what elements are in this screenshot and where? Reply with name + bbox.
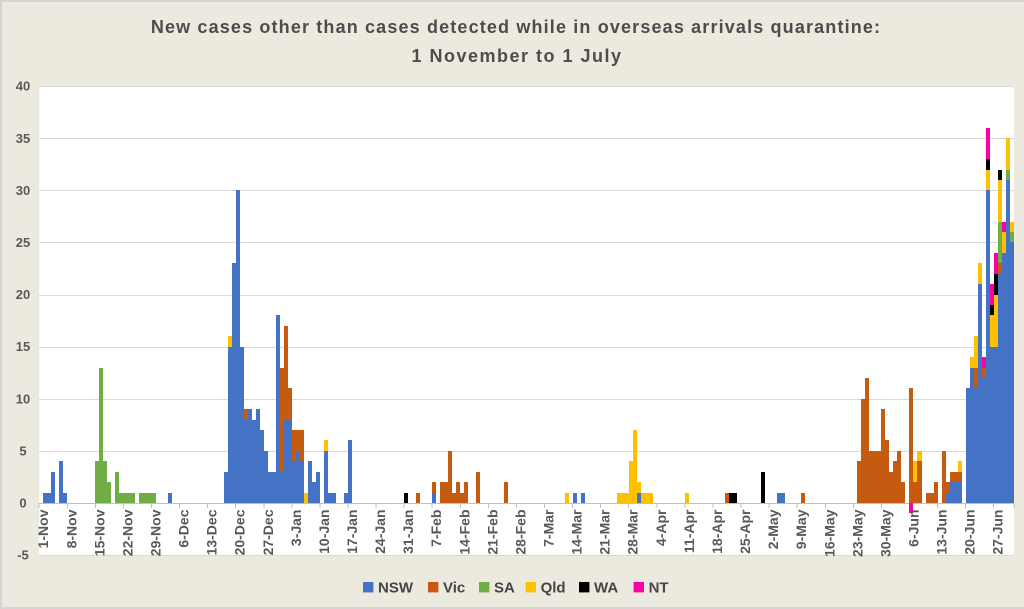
svg-text:WA: WA	[594, 580, 618, 597]
svg-text:NT: NT	[649, 580, 669, 597]
svg-text:0: 0	[19, 496, 26, 511]
svg-text:23-May: 23-May	[849, 509, 865, 557]
svg-text:15: 15	[16, 339, 30, 354]
svg-text:14-Mar: 14-Mar	[569, 509, 585, 555]
svg-text:Vic: Vic	[443, 580, 465, 597]
svg-text:31-Jan: 31-Jan	[400, 510, 416, 554]
svg-text:27-Dec: 27-Dec	[260, 509, 276, 555]
svg-text:25: 25	[16, 235, 30, 250]
svg-text:28-Mar: 28-Mar	[625, 509, 641, 555]
svg-text:24-Jan: 24-Jan	[372, 510, 388, 554]
svg-text:3-Jan: 3-Jan	[288, 510, 304, 547]
svg-text:New cases other than cases det: New cases other than cases detected whil…	[151, 17, 881, 37]
svg-text:27-Jun: 27-Jun	[990, 509, 1006, 554]
svg-text:8-Nov: 8-Nov	[63, 509, 79, 548]
svg-text:SA: SA	[494, 580, 515, 597]
svg-text:11-Apr: 11-Apr	[681, 509, 697, 553]
svg-text:25-Apr: 25-Apr	[737, 509, 753, 554]
svg-text:10-Jan: 10-Jan	[316, 510, 332, 554]
svg-text:-5: -5	[17, 548, 29, 563]
svg-text:1 November to 1 July: 1 November to 1 July	[411, 46, 622, 66]
svg-text:20-Dec: 20-Dec	[232, 509, 248, 555]
svg-text:16-May: 16-May	[821, 509, 837, 557]
svg-text:28-Feb: 28-Feb	[513, 510, 529, 555]
svg-text:7-Feb: 7-Feb	[428, 510, 444, 547]
svg-text:30-May: 30-May	[877, 509, 893, 557]
svg-text:13-Jun: 13-Jun	[934, 510, 950, 555]
svg-text:14-Feb: 14-Feb	[456, 510, 472, 555]
svg-text:22-Nov: 22-Nov	[119, 509, 135, 556]
svg-text:21-Mar: 21-Mar	[597, 509, 613, 555]
svg-text:5: 5	[19, 443, 26, 458]
svg-text:35: 35	[16, 131, 30, 146]
svg-text:6-Jun: 6-Jun	[906, 510, 922, 547]
svg-text:4-Apr: 4-Apr	[653, 509, 669, 546]
svg-text:7-Mar: 7-Mar	[541, 509, 557, 547]
svg-text:20-Jun: 20-Jun	[962, 510, 978, 555]
svg-text:9-May: 9-May	[793, 509, 809, 549]
svg-text:17-Jan: 17-Jan	[344, 510, 360, 554]
svg-text:40: 40	[16, 79, 30, 94]
svg-text:29-Nov: 29-Nov	[148, 509, 164, 556]
svg-text:13-Dec: 13-Dec	[204, 509, 220, 555]
svg-text:10: 10	[16, 391, 30, 406]
svg-text:30: 30	[16, 183, 30, 198]
svg-text:18-Apr: 18-Apr	[709, 509, 725, 554]
svg-text:NSW: NSW	[378, 580, 414, 597]
svg-text:15-Nov: 15-Nov	[91, 509, 107, 556]
svg-text:21-Feb: 21-Feb	[484, 510, 500, 555]
svg-text:20: 20	[16, 287, 30, 302]
svg-text:1-Nov: 1-Nov	[35, 509, 51, 548]
svg-text:6-Dec: 6-Dec	[176, 509, 192, 547]
svg-text:2-May: 2-May	[765, 509, 781, 549]
svg-text:Qld: Qld	[541, 580, 566, 597]
